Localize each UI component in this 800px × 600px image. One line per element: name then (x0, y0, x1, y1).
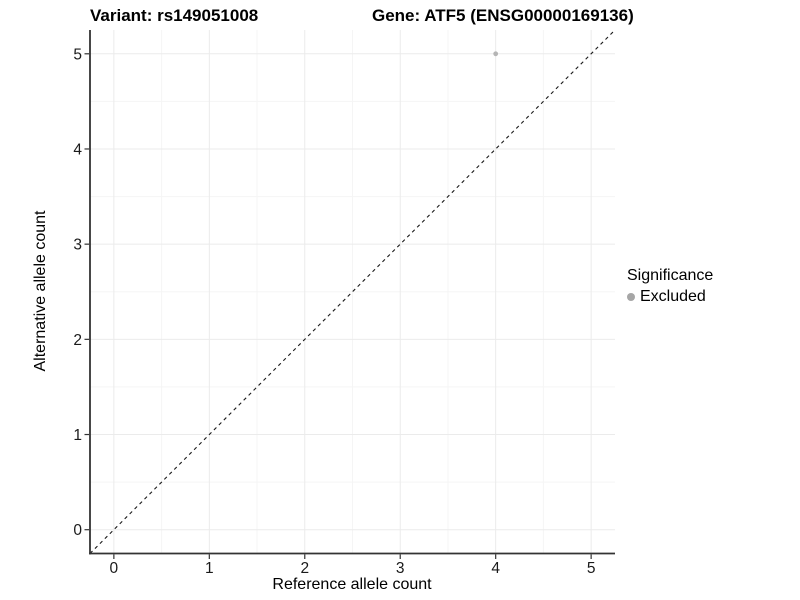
legend-items: Excluded (627, 287, 713, 306)
y-tick-label: 4 (73, 141, 82, 158)
y-axis-title: Alternative allele count (32, 210, 49, 372)
variant-title: Variant: rs149051008 (90, 6, 259, 25)
x-tick-label: 0 (110, 560, 119, 577)
x-tick-label: 2 (300, 560, 309, 577)
x-tick-label: 4 (491, 560, 500, 577)
x-tick-label: 1 (205, 560, 214, 577)
x-tick-label: 5 (587, 560, 596, 577)
x-axis-title: Reference allele count (272, 576, 432, 593)
legend-item-label: Excluded (640, 288, 706, 305)
legend-key-dot-icon (627, 292, 635, 301)
legend: Significance Excluded (627, 266, 713, 306)
y-tick-label: 1 (73, 427, 82, 444)
y-tick-label: 3 (73, 237, 82, 254)
legend-title: Significance (627, 267, 714, 284)
y-tick-label: 5 (73, 46, 82, 63)
legend-item: Excluded (627, 287, 713, 306)
y-tick-label: 2 (73, 332, 82, 349)
identity-reference-line (89, 29, 616, 554)
gene-title: Gene: ATF5 (ENSG00000169136) (372, 6, 634, 25)
data-point (493, 51, 499, 57)
y-tick-label: 0 (73, 522, 82, 539)
x-tick-label: 3 (396, 560, 405, 577)
